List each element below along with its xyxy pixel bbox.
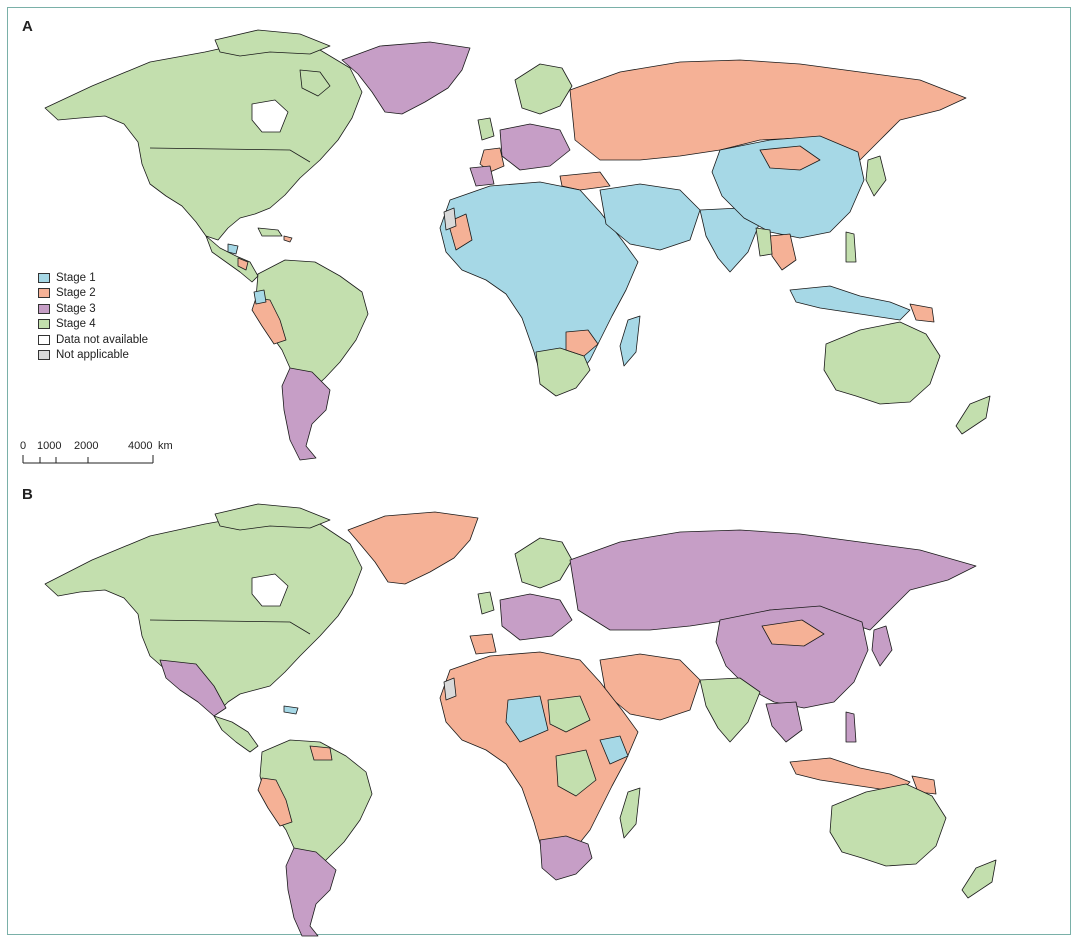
- region-australia-b[interactable]: [829, 783, 947, 867]
- legend-swatch: [38, 334, 50, 345]
- legend-item-stage-2: Stage 2: [38, 286, 148, 302]
- panel-b-label: B: [22, 486, 33, 503]
- legend-item-stage-3: Stage 3: [38, 301, 148, 317]
- map-panel-a: [44, 29, 991, 461]
- region-argentina-b[interactable]: [285, 847, 337, 937]
- legend-label: Stage 2: [56, 287, 96, 300]
- legend-label: Not applicable: [56, 349, 129, 362]
- scale-tick-0: 0: [20, 440, 27, 452]
- region-australia-a[interactable]: [823, 321, 941, 405]
- legend-label: Stage 1: [56, 271, 96, 284]
- scale-tick-4000: 4000: [128, 440, 153, 452]
- scale-tick-2000: 2000: [74, 440, 99, 452]
- scale-line: [22, 455, 154, 464]
- region-russia-a[interactable]: [569, 59, 967, 161]
- legend-label: Data not available: [56, 333, 149, 346]
- region-north-america-a[interactable]: [44, 39, 363, 241]
- legend-swatch: [38, 288, 50, 299]
- legend-swatch: [38, 319, 50, 330]
- legend-label: Stage 4: [56, 318, 96, 331]
- region-greenland-a[interactable]: [341, 41, 471, 115]
- region-greenland-b[interactable]: [347, 511, 479, 585]
- scale-unit: km: [158, 440, 173, 452]
- legend-item-stage-4: Stage 4: [38, 317, 148, 333]
- legend-item-stage-1: Stage 1: [38, 270, 148, 286]
- legend-swatch: [38, 272, 50, 283]
- region-china-b[interactable]: [715, 605, 869, 709]
- region-russia-b[interactable]: [569, 529, 977, 631]
- region-china-a[interactable]: [711, 135, 865, 239]
- region-argentina-a[interactable]: [281, 367, 331, 461]
- map-panel-b: [44, 503, 997, 937]
- legend-item-not-applicable: Not applicable: [38, 348, 148, 364]
- legend-label: Stage 3: [56, 302, 96, 315]
- region-africa-b[interactable]: [439, 651, 639, 865]
- panel-a-label: A: [22, 18, 33, 35]
- legend-swatch: [38, 350, 50, 361]
- legend-item-data-not-available: Data not available: [38, 332, 148, 348]
- scale-tick-1000: 1000: [37, 440, 62, 452]
- legend: Stage 1 Stage 2 Stage 3 Stage 4 Data not…: [38, 270, 148, 363]
- legend-swatch: [38, 303, 50, 314]
